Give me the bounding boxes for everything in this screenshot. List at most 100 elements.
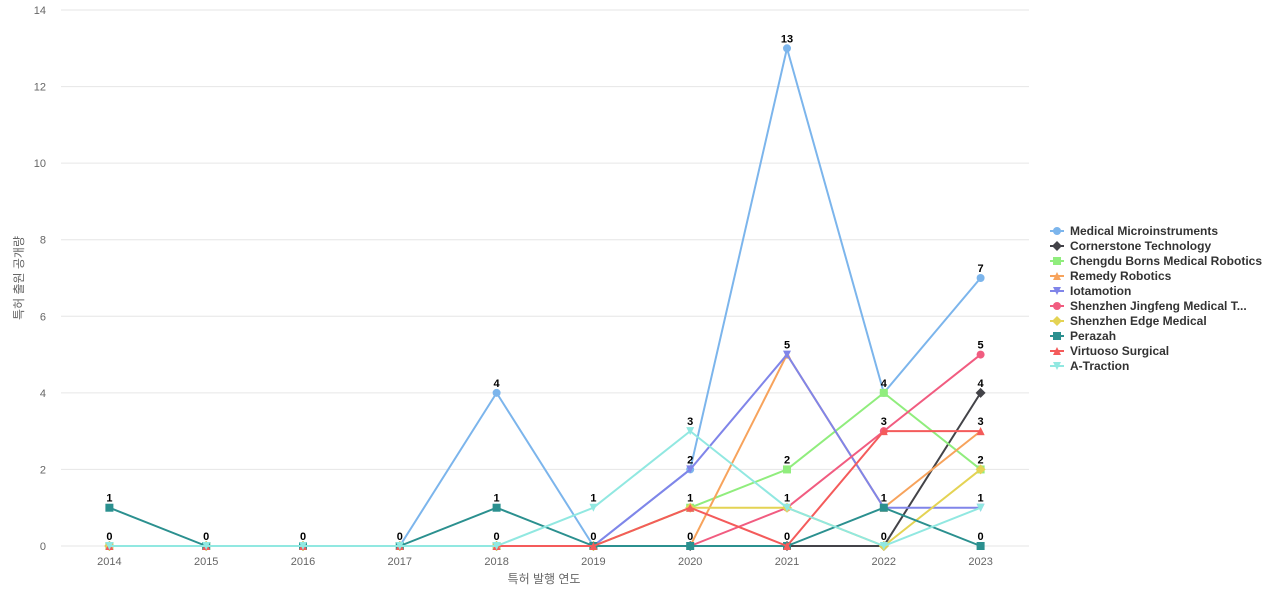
legend-item[interactable]: Cornerstone Technology	[1050, 239, 1211, 253]
data-label: 2	[687, 454, 693, 466]
data-point	[783, 542, 791, 550]
x-tick-label: 2016	[291, 556, 315, 568]
y-tick-label: 4	[40, 388, 46, 400]
data-point	[589, 503, 598, 512]
data-labels-layer: 1 0 0 0 0 4 1 0 1 0 3 2 1 0 13 5 2 1 0 4 3 1 0 7 5 4 3 2 1 0	[106, 33, 984, 543]
series-line	[109, 430, 981, 547]
y-axis-title: 특허 출원 공개량	[12, 236, 26, 320]
x-tick-label: 2015	[194, 556, 218, 568]
grid-lines	[61, 9, 1029, 547]
series-a-traction	[105, 427, 985, 550]
legend-item[interactable]: Chengdu Borns Medical Robotics	[1050, 254, 1262, 268]
series-layer	[104, 44, 986, 551]
x-tick-label: 2019	[581, 556, 605, 568]
data-label: 13	[781, 33, 793, 45]
data-point	[879, 427, 888, 436]
legend-item[interactable]: A-Traction	[1050, 359, 1129, 373]
legend-marker	[1053, 227, 1061, 235]
legend-marker	[1053, 332, 1061, 340]
data-point	[975, 387, 986, 398]
data-label: 0	[203, 531, 209, 543]
data-point	[879, 503, 888, 512]
series-medical-microinstruments	[105, 44, 985, 550]
legend-item[interactable]: Medical Microinstruments	[1050, 224, 1218, 238]
legend-label: Virtuoso Surgical	[1070, 344, 1169, 358]
data-point	[686, 542, 695, 550]
legend-label: A-Traction	[1070, 359, 1129, 373]
x-tick-label: 2018	[484, 556, 508, 568]
data-label: 2	[978, 454, 984, 466]
data-point	[879, 388, 888, 397]
series-virtuoso-surgical	[105, 427, 985, 550]
data-label: 3	[978, 416, 984, 428]
legend-item[interactable]: Shenzhen Jingfeng Medical T...	[1050, 299, 1247, 313]
data-label: 0	[784, 531, 790, 543]
x-tick-label: 2017	[388, 556, 412, 568]
legend-item[interactable]: Remedy Robotics	[1050, 269, 1172, 283]
series-line	[109, 353, 982, 547]
data-label: 1	[784, 493, 790, 505]
series-line	[109, 468, 982, 547]
y-tick-label: 6	[40, 311, 46, 323]
legend-item[interactable]: Shenzhen Edge Medical	[1050, 314, 1207, 328]
data-label: 4	[881, 378, 888, 390]
legend-marker	[1052, 316, 1062, 326]
data-point	[976, 542, 985, 550]
legend-marker	[1053, 362, 1061, 370]
legend-item[interactable]: Virtuoso Surgical	[1050, 344, 1169, 358]
legend-label: Remedy Robotics	[1070, 269, 1172, 283]
y-tick-label: 12	[34, 82, 46, 94]
data-label: 1	[881, 493, 887, 505]
y-tick-label: 10	[34, 158, 46, 170]
data-label: 0	[300, 531, 306, 543]
data-point	[686, 503, 695, 512]
data-point	[976, 503, 985, 512]
y-tick-label: 2	[40, 464, 46, 476]
legend-marker	[1053, 272, 1061, 280]
data-label: 7	[978, 263, 984, 275]
data-point	[783, 350, 791, 359]
series-line	[109, 353, 982, 547]
legend-marker	[1053, 302, 1061, 310]
data-point	[976, 350, 985, 359]
data-point	[589, 542, 598, 550]
data-point	[783, 44, 791, 53]
legend-marker	[1053, 287, 1061, 295]
x-tick-label: 2020	[678, 556, 702, 568]
data-label: 0	[978, 531, 984, 543]
data-label: 3	[881, 416, 887, 428]
legend-item[interactable]: Perazah	[1050, 329, 1116, 343]
y-tick-label: 0	[40, 541, 46, 553]
x-tick-label: 2023	[968, 556, 992, 568]
data-label: 1	[106, 493, 112, 505]
y-tick-label: 14	[34, 5, 46, 17]
legend-item[interactable]: Iotamotion	[1050, 284, 1131, 298]
legend-label: Chengdu Borns Medical Robotics	[1070, 254, 1262, 268]
data-label: 0	[687, 531, 693, 543]
data-label: 1	[978, 493, 984, 505]
data-label: 2	[784, 454, 790, 466]
x-tick-label: 2022	[872, 556, 896, 568]
series-shenzhen-edge-medical	[104, 464, 986, 551]
y-axis: 0 2 4 6 8 10 12 14	[34, 5, 46, 553]
data-label: 0	[881, 531, 887, 543]
data-point	[975, 464, 986, 475]
data-label: 0	[590, 531, 596, 543]
data-point	[105, 503, 114, 512]
legend-marker	[1052, 241, 1062, 251]
data-point	[783, 465, 791, 474]
series-line	[109, 430, 981, 547]
data-label: 1	[494, 493, 500, 505]
legend-label: Shenzhen Jingfeng Medical T...	[1070, 299, 1247, 313]
data-label: 0	[106, 531, 112, 543]
data-label: 5	[978, 340, 984, 352]
data-point	[976, 427, 985, 436]
data-label: 0	[397, 531, 403, 543]
data-point	[976, 274, 985, 282]
data-label: 0	[494, 531, 500, 543]
data-point	[879, 542, 888, 550]
y-tick-label: 8	[40, 235, 46, 247]
x-axis-title: 특허 발행 연도	[508, 571, 581, 586]
